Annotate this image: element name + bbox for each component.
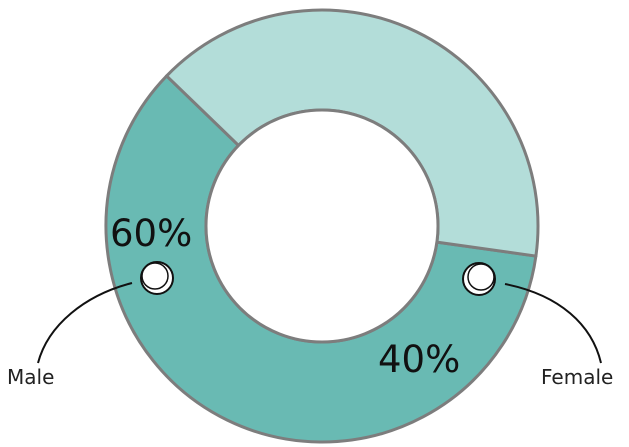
female-marker [462,262,496,296]
female-percent-label: 40% [378,338,460,381]
male-callout-line [37,282,133,364]
legend-label-female: Female [541,365,613,389]
male-marker [140,261,174,295]
donut-hole [204,108,440,344]
legend-label-male: Male [7,365,54,389]
female-callout-line [504,283,602,364]
male-percent-label: 60% [110,212,192,255]
